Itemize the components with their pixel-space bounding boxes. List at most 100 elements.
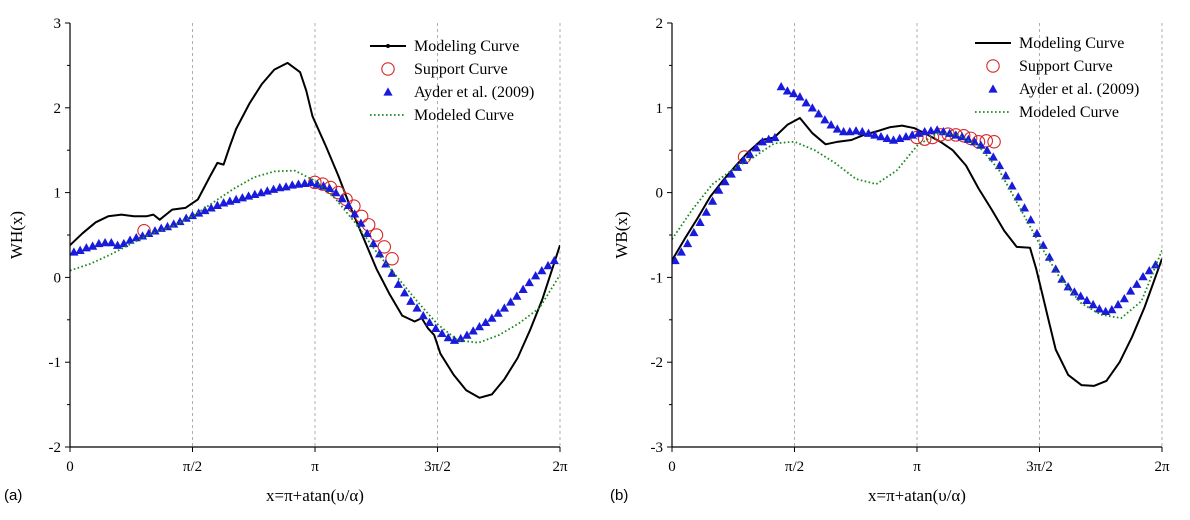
series-ayder-et-al-2009-point: [814, 109, 824, 118]
series-ayder-et-al-2009-point: [1069, 287, 1080, 296]
x-tick-label: π: [913, 459, 921, 475]
legend-swatch-marker: [988, 84, 998, 93]
series-ayder-et-al-2009-point: [474, 321, 485, 331]
chart-panel-b: -3 -2 -1 0 1 2 0 π/2 π 3π/2 2π x=π+atan(υ/α) WB(x) (b…: [610, 16, 1170, 505]
series-ayder-et-al-2009-point: [144, 228, 154, 237]
legend-label: Support Curve: [414, 61, 508, 78]
x-tick-label: π/2: [785, 459, 804, 475]
series-ayder-et-al-2009-point: [481, 317, 491, 327]
series-ayder-et-al-2009-point: [1094, 304, 1104, 313]
series-ayder-et-al-2009-point: [1019, 203, 1030, 212]
series-ayder-et-al-2009-point: [1125, 286, 1136, 295]
x-tick-label: 3π/2: [424, 459, 451, 475]
x-tick-label: π: [311, 459, 319, 475]
series-ayder-et-al-2009-point: [456, 333, 466, 343]
legend-swatch-marker: [381, 62, 395, 76]
legend-swatch-marker: [986, 59, 1000, 73]
y-tick-label: 2: [54, 101, 62, 117]
series-ayder-et-al-2009-point: [1032, 228, 1042, 237]
series-ayder-et-al-2009-point: [406, 296, 416, 305]
series-ayder-et-al-2009-point: [795, 92, 805, 101]
series-ayder-et-al-2009-point: [530, 271, 541, 280]
y-tick-label: -1: [651, 270, 664, 286]
series-ayder-et-al-2009-point: [275, 182, 285, 192]
y-tick-label: 1: [54, 186, 62, 202]
legend-label: Ayder et al. (2009): [414, 84, 534, 101]
series-ayder-et-al-2009-point: [945, 128, 955, 137]
series-ayder-et-al-2009-point: [200, 205, 210, 215]
series-ayder-et-al-2009-point: [1051, 264, 1061, 273]
series-ayder-et-al-2009-point: [870, 130, 880, 139]
series-ayder-et-al-2009-point: [431, 323, 441, 332]
series-ayder-et-al-2009-point: [175, 216, 185, 226]
series-ayder-et-al-2009-point: [306, 177, 316, 187]
series-ayder-et-al-2009-point: [393, 279, 403, 288]
y-tick-label: -3: [651, 440, 664, 456]
x-axis-label: x=π+atan(υ/α): [868, 486, 966, 505]
y-axis-label: WB(x): [612, 211, 631, 258]
series-ayder-et-al-2009-point: [1132, 279, 1142, 288]
series-ayder-et-al-2009-point: [75, 245, 85, 254]
series-ayder-et-al-2009-point: [672, 255, 680, 265]
y-tick-label: 2: [656, 16, 664, 32]
series-ayder-et-al-2009-point: [331, 188, 341, 197]
x-tick-label: 0: [66, 459, 74, 475]
series-support-curve-point: [987, 134, 1001, 149]
series-support-curve-point: [369, 228, 384, 242]
series-ayder-et-al-2009-point: [356, 218, 366, 227]
series-ayder-et-al-2009-point: [493, 308, 503, 317]
chart-panel-a: -2 -1 0 1 2 3 0 π/2 π 3π/2 2π x=π+atan(υ/α) WH(x) (a)…: [4, 16, 568, 505]
series-ayder-et-al-2009-point: [707, 196, 718, 205]
y-tick-label: 0: [54, 270, 62, 286]
series-ayder-et-al-2009-point: [1038, 240, 1048, 249]
plot-area: [672, 82, 1162, 387]
series-ayder-et-al-2009-point: [212, 200, 222, 209]
series-ayder-et-al-2009-point: [418, 310, 428, 320]
series-ayder-et-al-2009-point: [206, 203, 216, 212]
series-ayder-et-al-2009-point: [1082, 295, 1092, 304]
series-ayder-et-al-2009-point: [1076, 291, 1086, 300]
series-ayder-et-al-2009-point: [1063, 282, 1073, 291]
series-ayder-et-al-2009-point: [462, 330, 472, 339]
series-ayder-et-al-2009-point: [100, 238, 110, 247]
series-ayder-et-al-2009-point: [287, 180, 297, 189]
series-ayder-et-al-2009-point: [487, 313, 497, 322]
series-ayder-et-al-2009-point: [150, 226, 160, 235]
series-ayder-et-al-2009-point: [701, 207, 711, 216]
series-ayder-et-al-2009-point: [350, 209, 360, 218]
y-tick-label: -2: [651, 355, 664, 371]
x-tick-label: π/2: [183, 459, 202, 475]
legend: Modeling Curve Support Curve Ayder et al. …: [370, 38, 534, 124]
series-ayder-et-al-2009-point: [982, 145, 992, 154]
series-ayder-et-al-2009-point: [387, 268, 397, 277]
y-tick-label: 1: [656, 101, 664, 117]
series-ayder-et-al-2009-point: [969, 137, 980, 146]
series-ayder-et-al-2009-point: [524, 277, 534, 287]
legend-label: Modeling Curve: [414, 38, 519, 55]
series-support-curve-point: [331, 185, 346, 200]
series-support-curve-point: [385, 251, 399, 266]
x-tick-label: 2π: [552, 459, 568, 475]
series-ayder-et-al-2009-point: [932, 125, 942, 134]
series-ayder-et-al-2009-point: [1088, 299, 1098, 309]
series-ayder-et-al-2009-point: [94, 238, 104, 248]
x-tick-label: 3π/2: [1026, 459, 1053, 475]
plot-area: [70, 61, 560, 399]
series-ayder-et-al-2009-point: [325, 183, 335, 193]
series-ayder-et-al-2009-point: [863, 128, 874, 137]
legend-label: Modeled Curve: [414, 107, 514, 124]
series-ayder-et-al-2009-point: [676, 247, 686, 256]
series-ayder-et-al-2009-point: [963, 134, 973, 143]
series-ayder-et-al-2009-point: [343, 200, 354, 209]
series-ayder-et-al-2009-point: [689, 227, 699, 237]
y-tick-label: -2: [49, 440, 62, 456]
series-ayder-et-al-2009-point: [951, 130, 961, 139]
series-ayder-et-al-2009-point: [375, 249, 385, 258]
series-ayder-et-al-2009-point: [714, 185, 724, 194]
series-ayder-et-al-2009-point: [682, 238, 693, 248]
series-ayder-et-al-2009-point: [782, 86, 793, 95]
series-ayder-et-al-2009-point: [293, 179, 304, 188]
series-ayder-et-al-2009-point: [876, 132, 886, 141]
series-ayder-et-al-2009-point: [312, 179, 322, 188]
series-ayder-et-al-2009-point: [882, 133, 892, 143]
